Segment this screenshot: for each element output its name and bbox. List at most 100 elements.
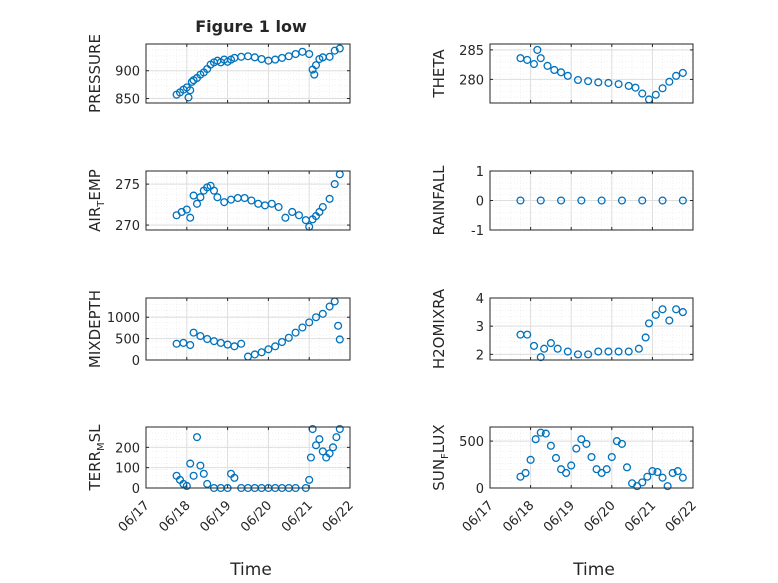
data-point — [540, 344, 549, 353]
subplot-theta: 280 285 THETA — [430, 43, 694, 104]
data-point — [550, 65, 559, 75]
data-point — [209, 186, 219, 195]
data-point — [543, 61, 552, 70]
x-tick-label: 06/21 — [622, 498, 659, 535]
data-point — [277, 337, 287, 347]
data-point — [310, 70, 319, 79]
subplot-grid: 850 900 PRESSURE 280 285 THETA 270 275 AIRTEMP -1… — [86, 34, 700, 535]
data-point — [318, 203, 327, 212]
axes-box — [145, 43, 351, 104]
y-tick-label: 280 — [459, 73, 484, 88]
data-point — [311, 61, 321, 70]
data-point — [186, 340, 195, 350]
data-point — [594, 347, 603, 356]
data-point — [281, 213, 290, 222]
subplot-terr-msl: 0 100 200 TERRMSL 06/17 06/18 06/19 06/20 06/21 0… — [86, 424, 357, 535]
y-axis-label: AIRTEMP — [86, 169, 107, 232]
data-point — [643, 472, 652, 481]
axes-box — [145, 170, 351, 231]
data-point — [617, 196, 626, 205]
data-point — [651, 310, 660, 319]
x-tick-label: 06/22 — [320, 498, 357, 535]
data-point — [318, 309, 327, 318]
data-point — [665, 77, 674, 86]
data-point — [516, 472, 525, 481]
data-point — [311, 313, 321, 322]
data-point — [230, 342, 239, 351]
data-point — [305, 475, 314, 484]
data-point — [672, 305, 681, 314]
data-point — [556, 68, 566, 77]
axes-box — [145, 297, 351, 361]
data-point — [602, 465, 611, 474]
data-point — [237, 52, 246, 61]
data-point — [521, 468, 530, 478]
data-point — [614, 347, 623, 356]
subplot-h2omixra: 2 3 4 H2OMIXRA — [430, 288, 694, 369]
data-point — [673, 467, 682, 476]
data-point — [529, 60, 539, 69]
y-tick-label: 850 — [115, 93, 140, 108]
data-point — [604, 78, 613, 87]
data-point — [553, 344, 562, 353]
data-point — [257, 348, 266, 357]
data-point — [213, 193, 222, 202]
data-point — [325, 194, 334, 203]
data-point — [311, 441, 321, 450]
data-point — [678, 68, 687, 77]
y-axis-label: PRESSURE — [86, 34, 104, 113]
y-axis-label: MIXDEPTH — [86, 290, 104, 368]
data-point — [330, 180, 339, 189]
data-point — [617, 439, 626, 448]
data-point — [678, 196, 687, 205]
y-tick-label: 900 — [115, 65, 140, 80]
data-point — [546, 441, 555, 450]
data-point — [546, 339, 555, 348]
data-point — [641, 333, 650, 342]
y-axis-label: SUNFLUX — [430, 424, 451, 490]
data-point — [597, 468, 606, 478]
data-point — [250, 53, 259, 62]
data-point — [334, 321, 343, 330]
data-point — [607, 452, 616, 462]
data-point — [267, 199, 276, 208]
data-point — [597, 196, 606, 205]
data-point — [567, 461, 576, 470]
data-point — [523, 55, 532, 64]
data-point — [179, 338, 188, 347]
data-point — [563, 347, 572, 356]
x-tick-label: 06/22 — [663, 498, 700, 535]
x-tick-label: 06/18 — [500, 498, 537, 535]
x-tick-label: 06/17 — [460, 498, 497, 535]
y-tick-label: 0 — [132, 482, 140, 497]
data-point — [247, 196, 256, 205]
data-point — [678, 308, 687, 317]
y-tick-label: 275 — [115, 178, 140, 193]
y-tick-label: -1 — [471, 224, 484, 239]
y-tick-label: 3 — [476, 320, 484, 335]
data-point — [330, 46, 339, 55]
x-tick-label: 06/20 — [582, 498, 619, 535]
data-point — [638, 478, 647, 487]
data-point — [651, 90, 660, 99]
data-point — [536, 428, 545, 437]
data-point — [237, 339, 246, 348]
data-point — [587, 452, 596, 462]
y-tick-label: 285 — [459, 44, 484, 59]
x-tick-label: 06/19 — [541, 498, 578, 535]
data-point — [189, 328, 198, 337]
data-point — [516, 196, 525, 205]
x-tick-label: 06/20 — [238, 498, 275, 535]
data-point — [624, 81, 633, 90]
data-point — [592, 465, 601, 474]
data-point — [672, 71, 681, 80]
data-point — [633, 482, 642, 491]
data-point — [658, 473, 667, 482]
data-point — [189, 471, 198, 480]
data-point — [556, 465, 566, 474]
data-point — [533, 45, 542, 54]
data-point — [638, 89, 647, 98]
data-point — [187, 77, 196, 86]
data-point — [298, 323, 307, 332]
data-point — [315, 435, 324, 444]
